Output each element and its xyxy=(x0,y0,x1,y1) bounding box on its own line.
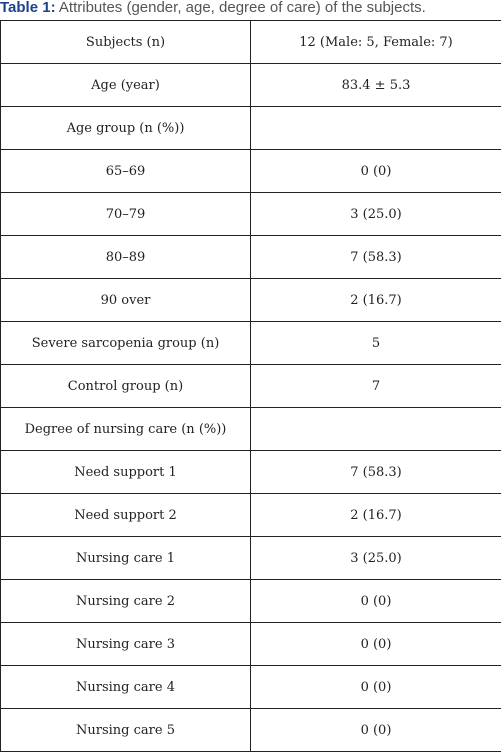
attribute-cell: Need support 1 xyxy=(0,450,251,494)
table-row: Need support 2 2 (16.7) xyxy=(0,493,501,537)
table-row: 65–69 0 (0) xyxy=(0,149,501,193)
value-cell: 0 (0) xyxy=(250,579,501,623)
value-cell: 7 xyxy=(250,364,501,408)
table-row: Degree of nursing care (n (%)) xyxy=(0,407,501,451)
attribute-cell: Degree of nursing care (n (%)) xyxy=(0,407,251,451)
table-row: Nursing care 3 0 (0) xyxy=(0,622,501,666)
value-cell: 2 (16.7) xyxy=(250,278,501,322)
attribute-cell: Nursing care 5 xyxy=(0,708,251,752)
value-cell: 0 (0) xyxy=(250,622,501,666)
value-cell: 7 (58.3) xyxy=(250,450,501,494)
table-row: 70–79 3 (25.0) xyxy=(0,192,501,236)
table-row: 80–89 7 (58.3) xyxy=(0,235,501,279)
table-row: Severe sarcopenia group (n) 5 xyxy=(0,321,501,365)
table-row: Nursing care 4 0 (0) xyxy=(0,665,501,709)
attribute-cell: Control group (n) xyxy=(0,364,251,408)
attribute-cell: Age (year) xyxy=(0,63,251,107)
value-cell: 0 (0) xyxy=(250,708,501,752)
attribute-cell: Age group (n (%)) xyxy=(0,106,251,150)
table-row: 90 over 2 (16.7) xyxy=(0,278,501,322)
table-row: Nursing care 1 3 (25.0) xyxy=(0,536,501,580)
value-cell: 2 (16.7) xyxy=(250,493,501,537)
attribute-cell: 70–79 xyxy=(0,192,251,236)
value-cell: 5 xyxy=(250,321,501,365)
attribute-cell: Nursing care 1 xyxy=(0,536,251,580)
attributes-table: Subjects (n) 12 (Male: 5, Female: 7) Age… xyxy=(0,20,501,752)
value-cell xyxy=(250,106,501,150)
value-cell: 12 (Male: 5, Female: 7) xyxy=(250,20,501,64)
table-caption-text: Attributes (gender, age, degree of care)… xyxy=(55,0,426,16)
attribute-cell: Subjects (n) xyxy=(0,20,251,64)
table-row: Nursing care 2 0 (0) xyxy=(0,579,501,623)
attribute-cell: 90 over xyxy=(0,278,251,322)
attribute-cell: 80–89 xyxy=(0,235,251,279)
table-caption-label: Table 1: xyxy=(0,0,56,16)
table-row: Control group (n) 7 xyxy=(0,364,501,408)
value-cell: 0 (0) xyxy=(250,149,501,193)
value-cell: 3 (25.0) xyxy=(250,536,501,580)
attribute-cell: Nursing care 3 xyxy=(0,622,251,666)
value-cell xyxy=(250,407,501,451)
value-cell: 3 (25.0) xyxy=(250,192,501,236)
attribute-cell: Need support 2 xyxy=(0,493,251,537)
attribute-cell: Nursing care 2 xyxy=(0,579,251,623)
value-cell: 0 (0) xyxy=(250,665,501,709)
attribute-cell: 65–69 xyxy=(0,149,251,193)
table-caption: Table 1: Attributes (gender, age, degree… xyxy=(0,0,501,20)
attribute-cell: Nursing care 4 xyxy=(0,665,251,709)
table-row: Age (year) 83.4 ± 5.3 xyxy=(0,63,501,107)
table-row: Nursing care 5 0 (0) xyxy=(0,708,501,752)
table-row: Need support 1 7 (58.3) xyxy=(0,450,501,494)
value-cell: 7 (58.3) xyxy=(250,235,501,279)
table-row: Subjects (n) 12 (Male: 5, Female: 7) xyxy=(0,20,501,64)
table-row: Age group (n (%)) xyxy=(0,106,501,150)
value-cell: 83.4 ± 5.3 xyxy=(250,63,501,107)
attribute-cell: Severe sarcopenia group (n) xyxy=(0,321,251,365)
